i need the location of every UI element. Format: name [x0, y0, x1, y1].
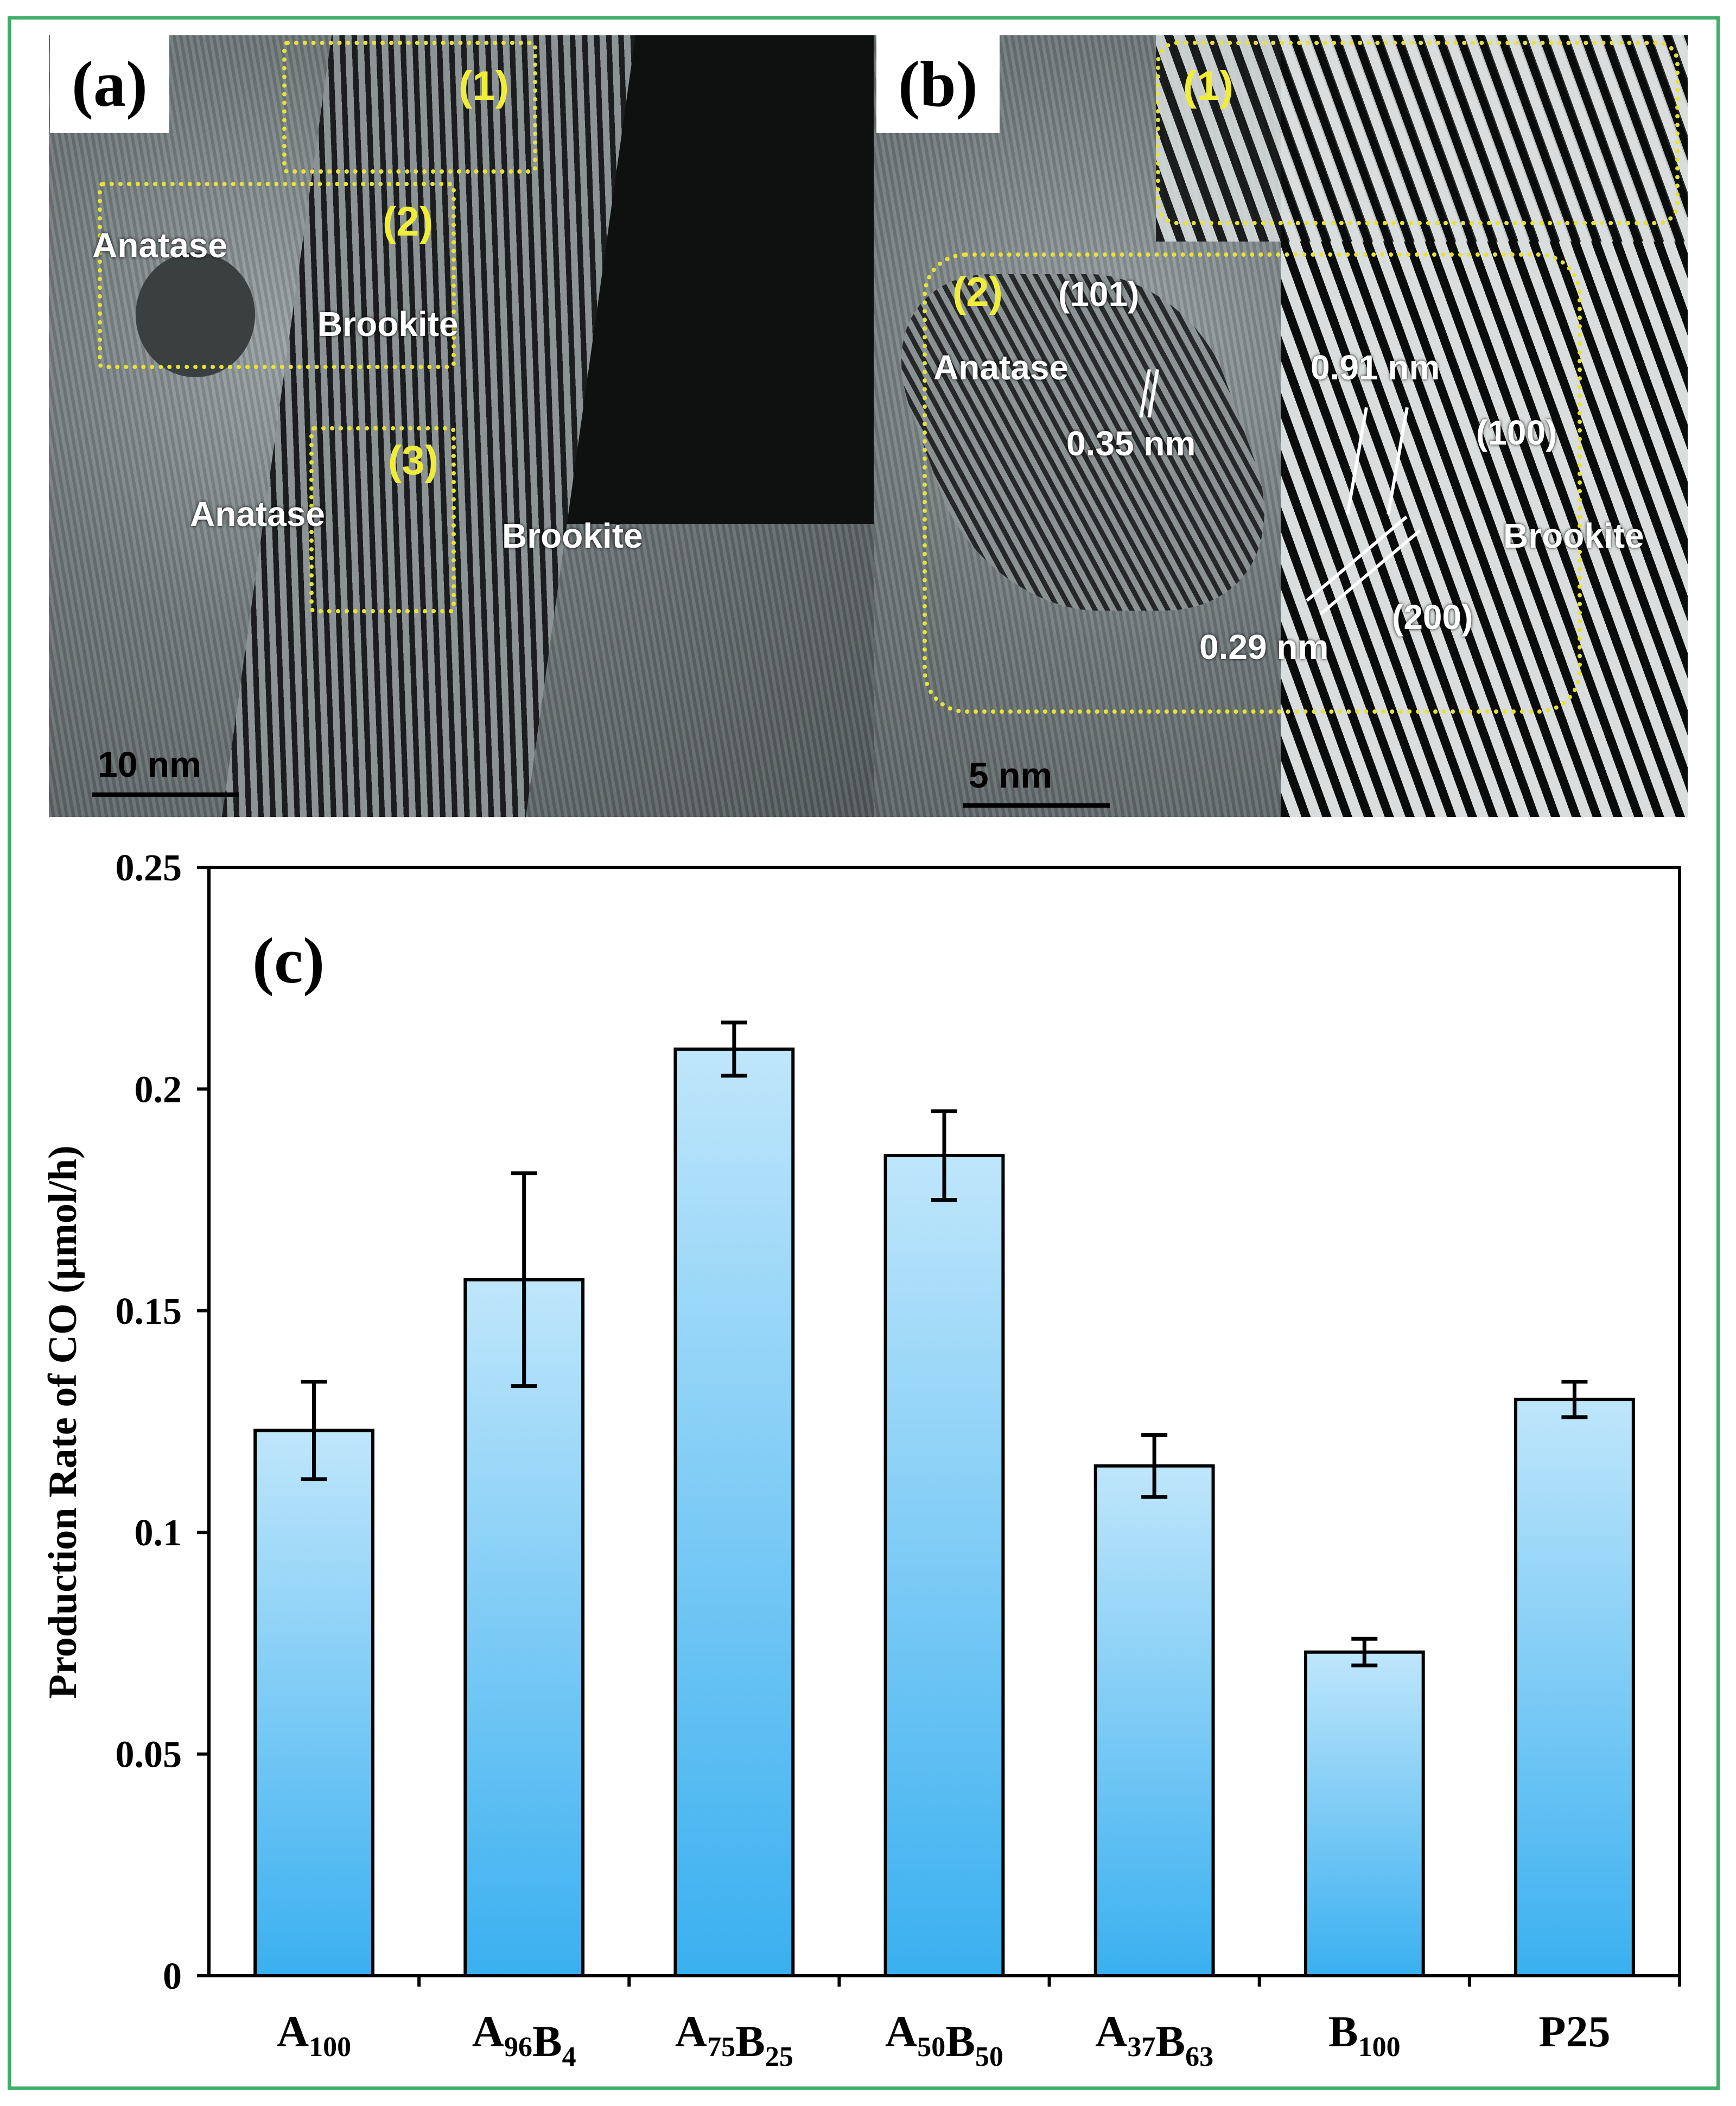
y-tick-label: 0.2: [135, 1069, 182, 1111]
label-anatase: Anatase: [933, 348, 1069, 387]
y-tick-label: 0.05: [116, 1734, 182, 1776]
label-anatase: Anatase: [190, 494, 325, 534]
region-box-1: [282, 41, 537, 174]
region-box-2: [98, 182, 456, 369]
y-tick-label: 0.15: [116, 1291, 182, 1333]
panel-c-label: (c): [252, 924, 325, 997]
scale-label: 5 nm: [969, 755, 1053, 795]
scale-label: 10 nm: [98, 744, 201, 784]
region-box-3: [309, 426, 456, 613]
anatase-particle: [136, 252, 255, 377]
plane-200-label: (200): [1392, 598, 1473, 637]
y-tick-label: 0.25: [116, 847, 182, 889]
x-tick-label: B100: [1328, 2007, 1401, 2063]
figure-frame: [8, 16, 1720, 2090]
x-tick-label: A100: [277, 2007, 351, 2063]
y-tick-label: 0.1: [135, 1512, 182, 1554]
region-box-1: [1156, 41, 1680, 225]
region-number-2: (2): [383, 199, 433, 245]
plane-101-label: (101): [1058, 275, 1140, 314]
bar: [463, 1278, 585, 1977]
panel-b-label: (b): [876, 35, 1000, 133]
tem-panel-b: [874, 35, 1688, 817]
label-brookite: Brookite: [502, 516, 643, 555]
region-box-2: [923, 252, 1582, 714]
bar: [1093, 1464, 1215, 1977]
y-tick-label: 0: [163, 1956, 182, 1997]
bar: [1303, 1650, 1425, 1978]
x-tick-label: A37B63: [1095, 2007, 1213, 2072]
scale-bar: [963, 803, 1110, 808]
spacing-035-label: 0.35 nm: [1066, 424, 1196, 463]
bar: [883, 1153, 1005, 1977]
bar: [1514, 1398, 1635, 1977]
label-anatase: Anatase: [92, 226, 227, 265]
region-number-3: (3): [388, 437, 438, 484]
x-tick-label: A75B25: [675, 2007, 793, 2072]
scale-bar: [92, 792, 239, 797]
y-axis-label: Production Rate of CO (µmol/h): [41, 1145, 85, 1699]
panel-a-label: (a): [50, 35, 169, 133]
bar: [253, 1429, 374, 1977]
spacing-091-label: 0.91 nm: [1311, 348, 1440, 387]
label-brookite: Brookite: [317, 305, 459, 344]
lattice-region-1: [1156, 35, 1688, 242]
x-tick-label: A50B50: [885, 2007, 1003, 2072]
label-brookite: Brookite: [1503, 516, 1644, 555]
region-number-1: (1): [459, 63, 509, 109]
plane-100-label: (100): [1476, 413, 1557, 452]
region-number-1: (1): [1183, 63, 1233, 109]
x-tick-label: P25: [1538, 2007, 1610, 2056]
x-tick-label: A96B4: [472, 2007, 576, 2072]
tem-panel-a: [49, 35, 879, 817]
bar: [673, 1047, 795, 1977]
region-number-2: (2): [952, 269, 1003, 315]
spacing-029-label: 0.29 nm: [1199, 627, 1329, 667]
